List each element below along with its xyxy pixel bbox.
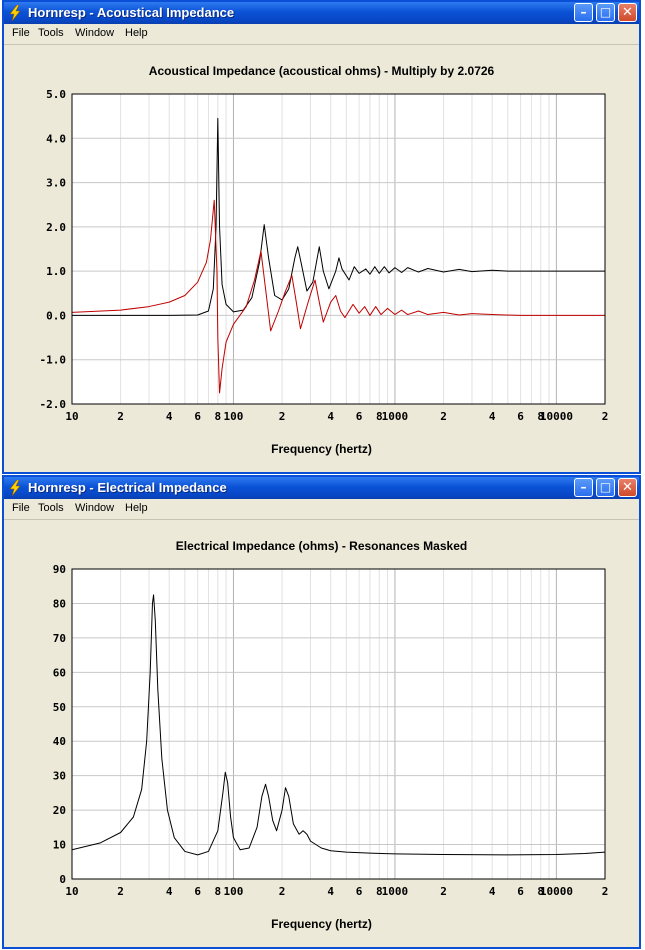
menu-window[interactable]: Window xyxy=(75,27,115,39)
menu-tools[interactable]: Tools xyxy=(38,27,64,39)
y-tick-label: 3.0 xyxy=(46,177,66,190)
x-tick-label: 4 xyxy=(166,410,173,423)
y-tick-label: 70 xyxy=(53,632,66,645)
y-tick-label: 50 xyxy=(53,701,66,714)
x-tick-label: 6 xyxy=(194,410,201,423)
electrical-impedance-window: Hornresp - Electrical Impedance – □ ✕ Fi… xyxy=(2,475,641,949)
window-title: Hornresp - Electrical Impedance xyxy=(28,480,227,495)
x-tick-label: 10000 xyxy=(540,885,573,898)
x-tick-label: 6 xyxy=(356,410,363,423)
x-tick-label: 10 xyxy=(65,410,78,423)
x-tick-label: 2 xyxy=(117,885,124,898)
x-tick-label: 100 xyxy=(224,410,244,423)
menu-bar: File Tools Window Help xyxy=(4,499,639,520)
x-tick-label: 4 xyxy=(166,885,173,898)
minimize-button[interactable]: – xyxy=(574,3,593,22)
plot-border xyxy=(71,93,606,405)
x-tick-label: 100 xyxy=(224,885,244,898)
x-tick-label: 4 xyxy=(489,885,496,898)
x-tick-label: 6 xyxy=(517,885,524,898)
x-tick-label: 4 xyxy=(489,410,496,423)
plot-border xyxy=(71,568,606,880)
y-tick-label: 20 xyxy=(53,804,66,817)
series-line-1 xyxy=(71,594,606,856)
chart-title: Acoustical Impedance (acoustical ohms) -… xyxy=(148,64,495,78)
x-tick-label: 2 xyxy=(440,410,447,423)
x-tick-label: 1000 xyxy=(382,410,409,423)
x-tick-label: 2 xyxy=(117,410,124,423)
menu-file[interactable]: File xyxy=(12,502,30,514)
x-tick-label: 8 xyxy=(537,410,544,423)
x-tick-label: 8 xyxy=(215,410,222,423)
x-axis-label: Frequency (hertz) xyxy=(271,917,372,931)
x-tick-label: 10000 xyxy=(540,410,573,423)
lightning-icon xyxy=(9,480,21,496)
y-tick-label: 60 xyxy=(53,666,66,679)
y-tick-label: -1.0 xyxy=(40,354,67,367)
x-tick-label: 8 xyxy=(537,885,544,898)
plot-area xyxy=(72,569,605,879)
close-button[interactable]: ✕ xyxy=(618,478,637,497)
y-tick-label: 40 xyxy=(53,735,66,748)
y-tick-label: 10 xyxy=(53,839,66,852)
menu-tools[interactable]: Tools xyxy=(38,502,64,514)
x-tick-label: 1000 xyxy=(382,885,409,898)
menu-help[interactable]: Help xyxy=(125,27,148,39)
x-tick-label: 6 xyxy=(194,885,201,898)
x-tick-label: 2 xyxy=(279,410,286,423)
x-tick-label: 4 xyxy=(327,410,334,423)
x-tick-label: 8 xyxy=(215,885,222,898)
y-tick-label: 0.0 xyxy=(46,309,66,322)
chart-title: Electrical Impedance (ohms) - Resonances… xyxy=(175,539,468,553)
series-line-2 xyxy=(71,199,605,394)
x-tick-label: 2 xyxy=(279,885,286,898)
maximize-button[interactable]: □ xyxy=(596,478,615,497)
x-axis-label: Frequency (hertz) xyxy=(271,442,372,456)
maximize-button[interactable]: □ xyxy=(596,3,615,22)
x-tick-label: 8 xyxy=(376,410,383,423)
acoustical-impedance-chart: 5.04.03.02.01.00.0-1.0-2.010 2 4 6 8 100 2 4 6 8 1… xyxy=(40,88,609,423)
menu-window[interactable]: Window xyxy=(75,502,115,514)
y-tick-label: 4.0 xyxy=(46,132,66,145)
x-tick-label: 2 xyxy=(602,410,609,423)
y-tick-label: 0 xyxy=(59,873,66,886)
menu-help[interactable]: Help xyxy=(125,502,148,514)
y-tick-label: 2.0 xyxy=(46,221,66,234)
x-tick-label: 10 xyxy=(65,885,78,898)
plot-area xyxy=(72,94,605,404)
grid xyxy=(72,568,606,880)
x-tick-label: 8 xyxy=(376,885,383,898)
close-button[interactable]: ✕ xyxy=(618,3,637,22)
y-tick-label: -2.0 xyxy=(40,398,67,411)
x-tick-label: 2 xyxy=(440,885,447,898)
lightning-icon xyxy=(9,5,21,21)
x-tick-label: 2 xyxy=(602,885,609,898)
series-line-1 xyxy=(72,117,605,316)
y-tick-label: 80 xyxy=(53,597,66,610)
window-title: Hornresp - Acoustical Impedance xyxy=(28,5,235,20)
y-tick-label: 1.0 xyxy=(46,265,66,278)
x-tick-label: 6 xyxy=(517,410,524,423)
x-tick-label: 6 xyxy=(356,885,363,898)
acoustical-impedance-window: Hornresp - Acoustical Impedance – □ ✕ Fi… xyxy=(2,0,641,474)
minimize-button[interactable]: – xyxy=(574,478,593,497)
menu-file[interactable]: File xyxy=(12,27,30,39)
title-bar[interactable]: Hornresp - Acoustical Impedance – □ ✕ xyxy=(4,2,639,24)
x-tick-label: 4 xyxy=(327,885,334,898)
menu-bar: File Tools Window Help xyxy=(4,24,639,45)
y-tick-label: 30 xyxy=(53,770,66,783)
title-bar[interactable]: Hornresp - Electrical Impedance – □ ✕ xyxy=(4,477,639,499)
y-tick-label: 5.0 xyxy=(46,88,66,101)
y-tick-label: 90 xyxy=(53,563,66,576)
